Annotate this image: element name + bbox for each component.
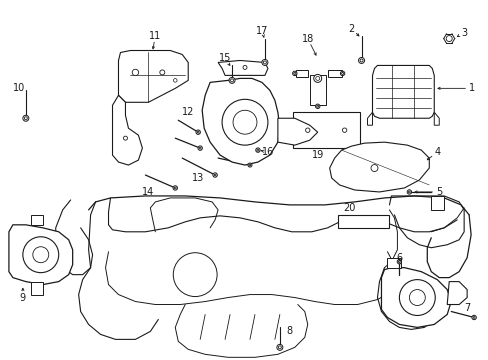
Polygon shape [372, 66, 433, 118]
Circle shape [315, 104, 319, 108]
Text: 4: 4 [433, 147, 439, 157]
Text: 17: 17 [255, 26, 267, 36]
Circle shape [132, 69, 138, 76]
Circle shape [340, 71, 344, 76]
Text: 12: 12 [182, 107, 194, 117]
Polygon shape [367, 112, 372, 125]
Text: 2: 2 [348, 24, 354, 33]
Polygon shape [112, 95, 142, 165]
Text: 20: 20 [343, 203, 355, 213]
Polygon shape [447, 282, 466, 305]
Text: 18: 18 [301, 33, 313, 44]
Polygon shape [337, 215, 388, 228]
Polygon shape [381, 268, 450, 328]
Circle shape [247, 163, 251, 167]
Text: 8: 8 [286, 327, 292, 336]
Circle shape [23, 115, 29, 121]
Circle shape [262, 59, 267, 66]
Polygon shape [202, 78, 279, 165]
Text: 16: 16 [261, 147, 273, 157]
Circle shape [396, 260, 401, 264]
Polygon shape [31, 282, 42, 294]
Circle shape [255, 148, 260, 152]
Circle shape [471, 315, 475, 320]
Text: 11: 11 [149, 31, 161, 41]
Text: 5: 5 [435, 187, 442, 197]
Polygon shape [118, 50, 188, 102]
Text: 3: 3 [460, 28, 466, 37]
Circle shape [228, 77, 235, 84]
Circle shape [196, 130, 200, 134]
Text: 7: 7 [463, 302, 469, 312]
Polygon shape [218, 60, 267, 75]
Circle shape [276, 345, 282, 350]
Circle shape [313, 75, 321, 82]
Polygon shape [433, 112, 438, 125]
Circle shape [358, 58, 364, 63]
Text: 15: 15 [219, 54, 231, 63]
Circle shape [212, 173, 217, 177]
Polygon shape [309, 75, 325, 105]
Text: 14: 14 [142, 187, 154, 197]
Text: 19: 19 [311, 150, 323, 160]
Circle shape [198, 146, 202, 150]
Circle shape [407, 190, 411, 194]
Text: 1: 1 [468, 84, 474, 93]
Text: 13: 13 [192, 173, 204, 183]
Circle shape [370, 165, 377, 171]
Polygon shape [277, 118, 317, 145]
Polygon shape [31, 215, 42, 225]
Text: 9: 9 [20, 293, 26, 302]
Polygon shape [386, 258, 401, 268]
Polygon shape [327, 71, 341, 77]
Text: 10: 10 [13, 84, 25, 93]
Polygon shape [430, 196, 443, 210]
Circle shape [173, 186, 177, 190]
Polygon shape [292, 112, 359, 148]
Polygon shape [329, 142, 428, 192]
Polygon shape [9, 225, 73, 285]
Text: 6: 6 [396, 253, 402, 263]
Polygon shape [295, 71, 307, 77]
Circle shape [292, 71, 296, 76]
